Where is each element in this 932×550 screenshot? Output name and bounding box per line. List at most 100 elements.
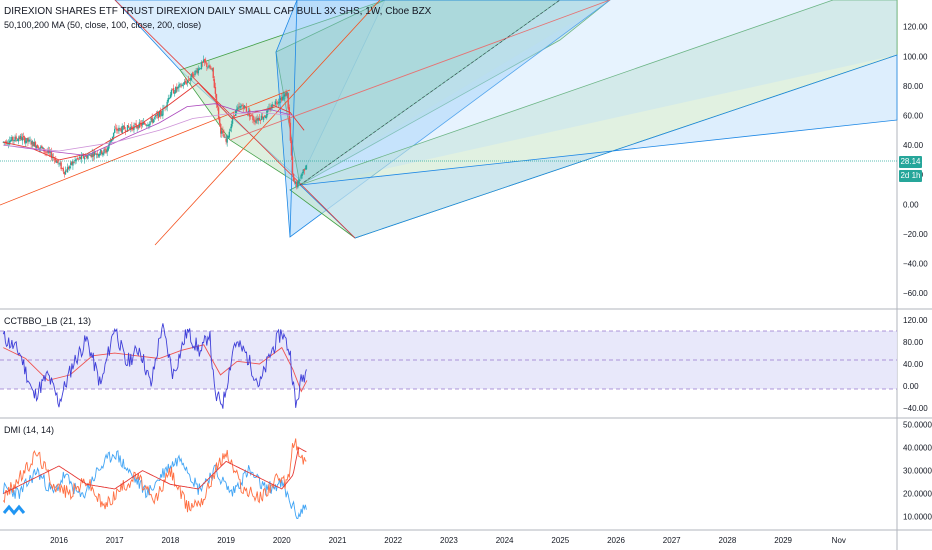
candle-body bbox=[110, 139, 113, 142]
candle-body bbox=[149, 121, 151, 125]
ma-50-line bbox=[3, 82, 305, 161]
candle-body bbox=[30, 141, 32, 145]
candle-body bbox=[208, 65, 210, 68]
candle-body bbox=[235, 109, 237, 116]
candle-body bbox=[75, 159, 77, 161]
dmi-pane-title[interactable]: DMI (14, 14) bbox=[4, 425, 55, 435]
candle-body bbox=[123, 125, 126, 130]
candle-body bbox=[24, 137, 26, 143]
candle-body bbox=[233, 114, 236, 116]
candle-body bbox=[12, 136, 14, 141]
candle-body bbox=[97, 154, 100, 157]
pitchfork-vertical-edge[interactable] bbox=[289, 0, 298, 238]
candle-body bbox=[282, 96, 284, 100]
candle-body bbox=[109, 141, 112, 144]
candle-body bbox=[275, 102, 278, 104]
candle-body bbox=[66, 167, 69, 173]
time-axis-tick: 2016 bbox=[50, 536, 68, 545]
candle-body bbox=[289, 122, 292, 141]
candle-body bbox=[120, 128, 122, 132]
candle-body bbox=[36, 145, 39, 148]
candle-body bbox=[82, 154, 85, 159]
candle-body bbox=[71, 161, 73, 165]
series-layer bbox=[2, 55, 308, 519]
candle-body bbox=[303, 168, 305, 171]
candle-body bbox=[195, 70, 197, 72]
candle-body bbox=[99, 153, 101, 156]
candle-body bbox=[278, 101, 281, 103]
candle-body bbox=[84, 157, 86, 160]
candle-body bbox=[255, 119, 257, 123]
time-axis-tick: 2021 bbox=[329, 536, 347, 545]
candle-body bbox=[15, 136, 17, 140]
price-axis-tick: 40.00 bbox=[903, 141, 924, 150]
candle-body bbox=[259, 120, 262, 121]
candle-body bbox=[76, 157, 78, 159]
candle-body bbox=[70, 162, 72, 166]
candle-body bbox=[55, 158, 57, 163]
time-axis-tick: 2029 bbox=[774, 536, 792, 545]
candle-body bbox=[117, 129, 119, 131]
candle-body bbox=[192, 72, 194, 77]
candle-body bbox=[221, 131, 223, 134]
candle-body bbox=[253, 119, 255, 122]
candle-body bbox=[284, 93, 286, 97]
candle-body bbox=[198, 68, 201, 70]
candle-body bbox=[267, 108, 269, 112]
candle-body bbox=[151, 117, 153, 122]
candle-body bbox=[183, 82, 186, 85]
price-axis-tick: 0.00 bbox=[903, 200, 919, 209]
ma-legend[interactable]: 50,100,200 MA (50, close, 100, close, 20… bbox=[4, 20, 202, 30]
candle-body bbox=[187, 79, 190, 81]
candle-body bbox=[34, 142, 37, 148]
pitchfork-handle-line[interactable] bbox=[114, 0, 356, 239]
candle-body bbox=[86, 155, 88, 159]
candle-body bbox=[265, 116, 267, 119]
pitchfork-drawings[interactable] bbox=[0, 0, 898, 246]
trend-line-lower[interactable] bbox=[0, 89, 291, 206]
tradingview-logo bbox=[2, 504, 26, 516]
candle-body bbox=[260, 115, 263, 121]
candle-body bbox=[57, 159, 59, 163]
candle-body bbox=[281, 96, 283, 101]
candle-body bbox=[276, 102, 279, 104]
dmi-axis-tick: 40.0000 bbox=[903, 444, 932, 453]
candle-body bbox=[126, 125, 129, 132]
candle-body bbox=[277, 101, 280, 104]
trend-line-steep[interactable] bbox=[154, 0, 381, 246]
candle-body bbox=[54, 158, 56, 160]
candle-body bbox=[139, 122, 142, 124]
cci-axis-tick: 40.00 bbox=[903, 360, 924, 369]
candle-body bbox=[19, 135, 22, 140]
candle-body bbox=[158, 111, 161, 117]
candle-body bbox=[170, 89, 173, 96]
candle-body bbox=[220, 124, 222, 134]
cci-pane-title[interactable]: CCTBBO_LB (21, 13) bbox=[4, 316, 92, 326]
candle-body bbox=[222, 130, 224, 134]
candle-body bbox=[173, 92, 176, 94]
candle-body bbox=[46, 151, 48, 153]
candle-body bbox=[184, 80, 187, 83]
time-axis-tick: 2020 bbox=[273, 536, 291, 545]
candle-body bbox=[148, 124, 150, 127]
candle-body bbox=[39, 147, 41, 149]
candle-body bbox=[181, 84, 183, 86]
candle-body bbox=[193, 75, 195, 77]
price-axis-tick: −20.00 bbox=[903, 230, 928, 239]
last-price-tag: 28.14 bbox=[899, 156, 922, 168]
candle-body bbox=[80, 155, 83, 160]
candle-body bbox=[40, 146, 42, 148]
countdown-tag: 2d 1h bbox=[899, 170, 922, 182]
candle-body bbox=[167, 98, 169, 102]
candle-body bbox=[137, 125, 139, 129]
candle-body bbox=[161, 114, 163, 116]
candle-body bbox=[65, 170, 68, 172]
candle-body bbox=[162, 108, 164, 116]
candle-body bbox=[9, 140, 11, 145]
candle-body bbox=[111, 136, 114, 139]
candle-body bbox=[41, 145, 43, 148]
candle-body bbox=[299, 179, 301, 181]
pitchfork-dashed-line[interactable] bbox=[299, 0, 561, 186]
candle-body bbox=[216, 102, 219, 108]
